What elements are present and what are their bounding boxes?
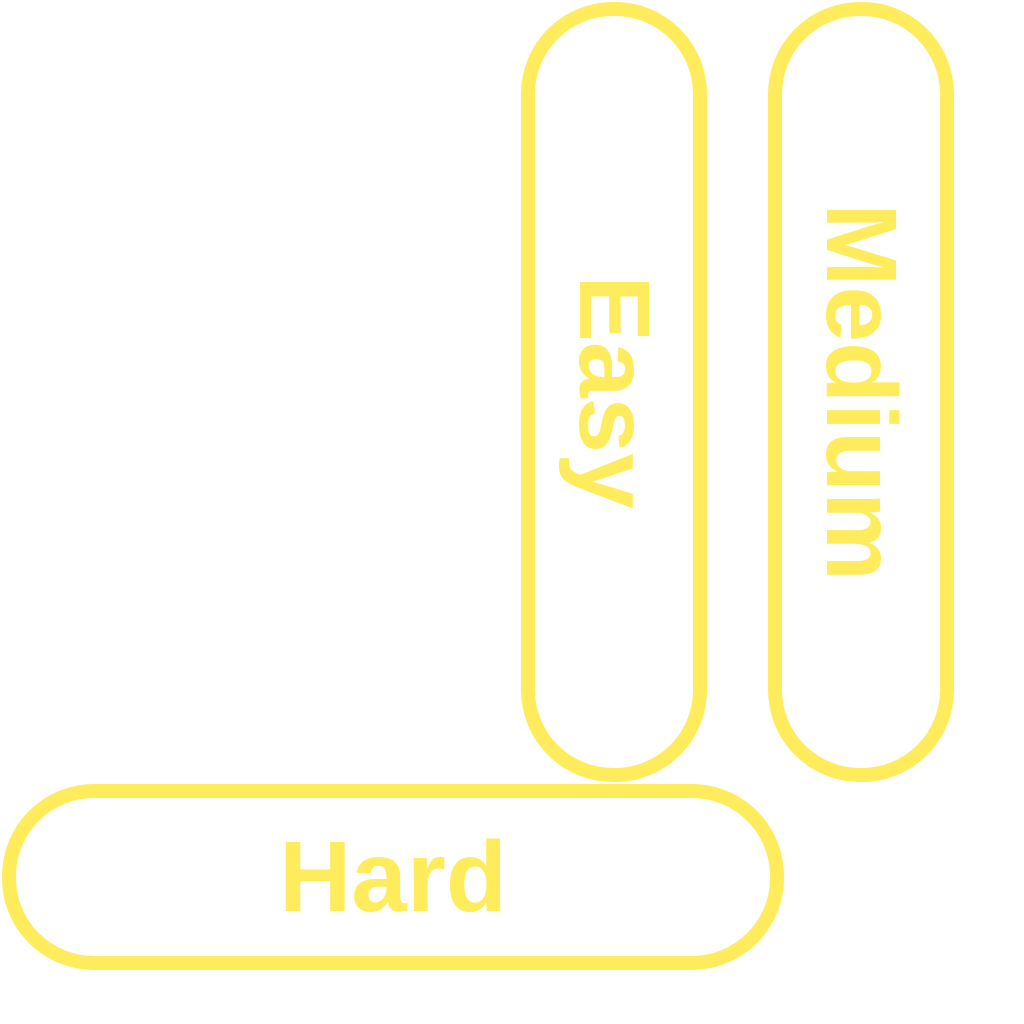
easy-button[interactable]: Easy: [521, 2, 707, 782]
hard-button-label: Hard: [279, 821, 507, 933]
medium-button-label: Medium: [805, 203, 917, 581]
medium-button[interactable]: Medium: [768, 2, 954, 782]
hard-button[interactable]: Hard: [2, 784, 784, 970]
easy-button-label: Easy: [558, 275, 670, 509]
